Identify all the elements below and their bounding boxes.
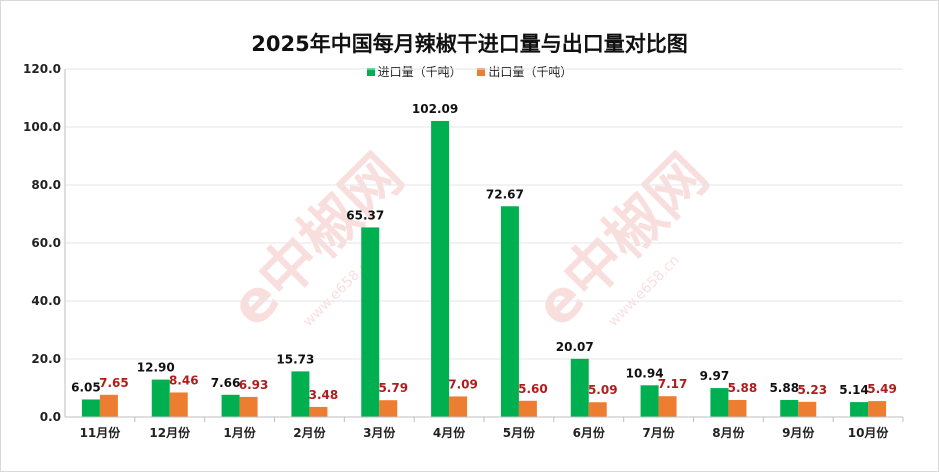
watermark-layer: e中椒网 www.e658.cn e中椒网 www.e658.cn [217,141,721,340]
bar-import [361,227,380,417]
y-tick-label: 40.0 [31,294,61,308]
x-tick-label: 1月份 [223,425,256,440]
data-label-import: 7.66 [211,376,241,390]
x-tick-label: 12月份 [149,425,191,440]
data-label-import: 12.90 [137,361,175,375]
y-tick-label: 60.0 [31,236,61,250]
bar-import [850,402,869,417]
bar-export [309,406,328,417]
bar-export [518,400,537,417]
bar-import [710,388,729,417]
bar-export [728,399,747,417]
bar-export [588,402,607,417]
bar-import [221,394,240,417]
data-label-import: 5.88 [769,381,799,395]
data-label-export: 5.79 [378,381,408,395]
y-tick-label: 100.0 [23,120,61,134]
x-tick-label: 11月份 [80,425,122,440]
x-tick-label: 2月份 [293,425,326,440]
data-label-export: 5.60 [518,382,548,396]
y-tick-label: 0.0 [40,410,61,424]
data-label-export: 5.49 [867,382,897,396]
data-label-import: 10.94 [626,366,664,380]
data-label-export: 8.46 [169,373,199,387]
bar-export [169,392,188,417]
x-tick-label: 5月份 [503,425,536,440]
bar-import [291,371,310,417]
x-tick-label: 4月份 [433,425,466,440]
bar-import [151,379,170,417]
x-tick-label: 3月份 [363,425,396,440]
data-label-import: 5.14 [839,383,869,397]
data-label-export: 7.65 [99,376,129,390]
x-tick-label: 8月份 [712,425,745,440]
y-tick-label: 120.0 [23,62,61,76]
x-tick-label: 7月份 [642,425,675,440]
bar-export [868,401,887,417]
bar-export [239,396,258,417]
bar-import [81,399,100,417]
bars-layer: 6.057.65 12.908.46 7.666.93 15.73 3.48 65.37 5… [71,102,897,418]
bar-import [640,385,659,417]
bar-export [99,394,118,417]
data-label-import: 15.73 [276,352,314,366]
data-label-import: 102.09 [412,102,458,116]
y-tick-label: 80.0 [31,178,61,192]
watermark-logo-right: e中椒网 www.e658.cn [522,141,721,340]
bar-import [780,399,799,417]
grid-layer [65,68,903,360]
data-label-import: 72.67 [486,187,524,201]
bar-import [500,206,519,417]
y-axis: 0.0 20.0 40.0 60.0 80.0 100.0 120.0 [23,62,66,424]
x-axis: 11月份 12月份 1月份 2月份 3月份 4月份 5月份 6月份 7月份 8月份 9月份 10月份 [65,416,904,440]
data-label-export: 5.09 [588,383,618,397]
bar-export [798,401,817,417]
data-label-import: 9.97 [700,369,730,383]
chart-title: 2025年中国每月辣椒干进口量与出口量对比图 [251,32,688,56]
data-label-export: 5.88 [728,381,758,395]
x-tick-label: 6月份 [573,425,606,440]
bar-import [431,120,450,418]
bar-export [449,396,468,417]
data-label-export: 7.17 [658,377,688,391]
legend-swatch-export [477,68,486,76]
watermark-logo-left: e中椒网 www.e658.cn [217,141,416,340]
data-label-export: 6.93 [239,378,269,392]
data-label-export: 7.09 [448,377,478,391]
data-label-export: 3.48 [309,388,339,402]
data-label-export: 5.23 [797,383,827,397]
data-label-import: 20.07 [556,340,594,354]
x-tick-label: 9月份 [782,425,815,440]
x-tick-label: 10月份 [848,425,890,440]
bar-export [379,400,398,417]
bar-export [658,396,677,417]
legend-swatch-import [366,68,375,76]
data-label-import: 65.37 [346,208,384,222]
y-tick-label: 20.0 [31,352,61,366]
bar-import [570,358,589,417]
data-label-import: 6.05 [71,380,101,394]
